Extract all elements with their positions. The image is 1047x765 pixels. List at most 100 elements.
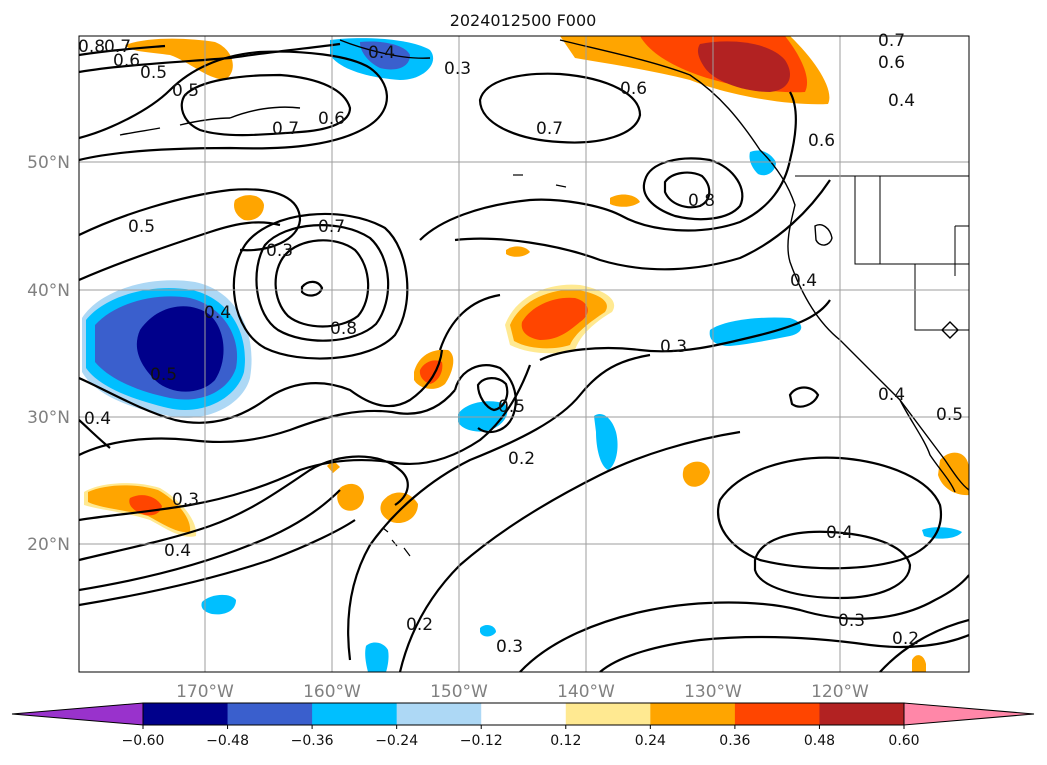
coastline [339,39,431,59]
contour-label: 0.4 [878,385,905,405]
contour-label: 0.6 [620,79,647,99]
contour-label: 0.6 [808,131,835,151]
colorbar-tick-label: 0.36 [719,733,750,749]
contour-line [453,364,517,434]
contour-label: 0.5 [140,63,167,83]
contour-line [753,530,912,600]
contour-line [519,574,969,672]
map-frame [78,35,970,673]
colorbar: −0.60 −0.48 −0.36 −0.24 −0.12 0.12 0.24 0.36 0.4… [11,702,1035,749]
contour-line [79,455,409,562]
contour-line [79,44,166,57]
positive-anomaly-region [337,483,364,511]
contour-line [180,73,352,137]
graticule [79,36,969,672]
contour-line [599,633,969,672]
border-line [854,176,969,265]
lon-label-170w: 170°W [176,682,234,702]
coastline [229,106,301,119]
colorbar-cell [734,703,820,725]
contour-label: 0.4 [826,523,853,543]
colorbar-tick-label: −0.36 [291,733,334,749]
colorbar-tick-label: −0.12 [460,733,503,749]
contour-label: 0.5 [128,217,155,237]
contour-line [663,171,711,209]
contour-label: 0.5 [150,365,177,385]
colorbar-tick-label: −0.24 [375,733,418,749]
contour-label: 0.7 [536,119,563,139]
coastline [814,224,833,246]
positive-anomaly-region [610,194,640,207]
lon-label-160w: 160°W [303,682,361,702]
colorbar-frame [142,702,905,726]
contour-line [438,293,501,351]
negative-anomaly-region [749,150,776,176]
contour-label: 0.7 [272,119,299,139]
colorbar-tick-label: 0.60 [888,733,919,749]
contour-label: 0.3 [838,611,865,631]
contour-label: 0.4 [164,541,191,561]
political-borders [795,77,969,331]
contour-line [79,188,302,252]
plot-area [79,36,969,672]
contour-label: 0.2 [406,615,433,635]
contour-label: 0.4 [204,303,231,323]
contour-label-group: 0.8 0.7 0.6 0.5 0.5 0.4 0.3 0.6 0.7 0.6 … [78,31,963,657]
contour-line [398,430,741,672]
island [382,527,411,557]
positive-anomaly-region [380,492,418,524]
contour-line [274,239,370,328]
contour-label: 0.5 [936,405,963,425]
positive-anomaly-region [506,246,530,257]
contour-label: 0.8 [688,191,715,211]
contour-label: 0.8 [78,37,105,57]
border-line [914,264,969,331]
contour-label: 0.4 [888,91,915,111]
contour-label: 0.6 [113,51,140,71]
contour-line [642,157,744,221]
coastline [179,117,231,126]
positive-anomaly-region [419,360,443,384]
colorbar-cell [481,703,567,725]
contour-label: 0.3 [172,490,199,510]
border-line [954,225,969,276]
colorbar-tick-label: 0.24 [635,733,666,749]
contour-label: 0.7 [318,217,345,237]
contour-line [79,389,456,456]
contour-label: 0.2 [892,629,919,649]
colorbar-cells [11,702,1035,726]
map-title: 2024012500 F000 [450,11,597,30]
contour-line [788,386,820,408]
contour-line [717,456,943,570]
positive-anomaly-region [125,38,233,80]
colorbar-cell [819,703,905,725]
negative-anomaly-region [922,527,962,539]
contour-label: 0.4 [790,271,817,291]
negative-anomaly-region [136,306,224,392]
contour-line [79,489,341,592]
coastline [119,127,161,136]
shaded-anomalies [82,36,969,672]
contour-line [232,212,409,360]
lat-label-40n: 40°N [27,281,70,301]
contour-label: 0.6 [318,109,345,129]
lon-label-120w: 120°W [811,682,869,702]
colorbar-cell [396,703,482,725]
islands [382,174,567,557]
positive-anomaly-region [912,655,926,672]
lon-label-140w: 140°W [557,682,615,702]
contour-line [476,377,509,412]
contour-line [79,349,444,424]
colorbar-cell [312,703,398,725]
lon-label-130w: 130°W [684,682,742,702]
contour-label: 0.7 [104,37,131,57]
lat-label-50n: 50°N [27,153,70,173]
positive-anomaly-region [697,41,790,92]
contour-label: 0.4 [84,409,111,429]
contour-label: 0.3 [660,337,687,357]
contour-line [79,364,532,522]
contour-line [539,299,831,361]
contour-label: 0.3 [496,637,523,657]
colorbar-cell [565,703,651,725]
